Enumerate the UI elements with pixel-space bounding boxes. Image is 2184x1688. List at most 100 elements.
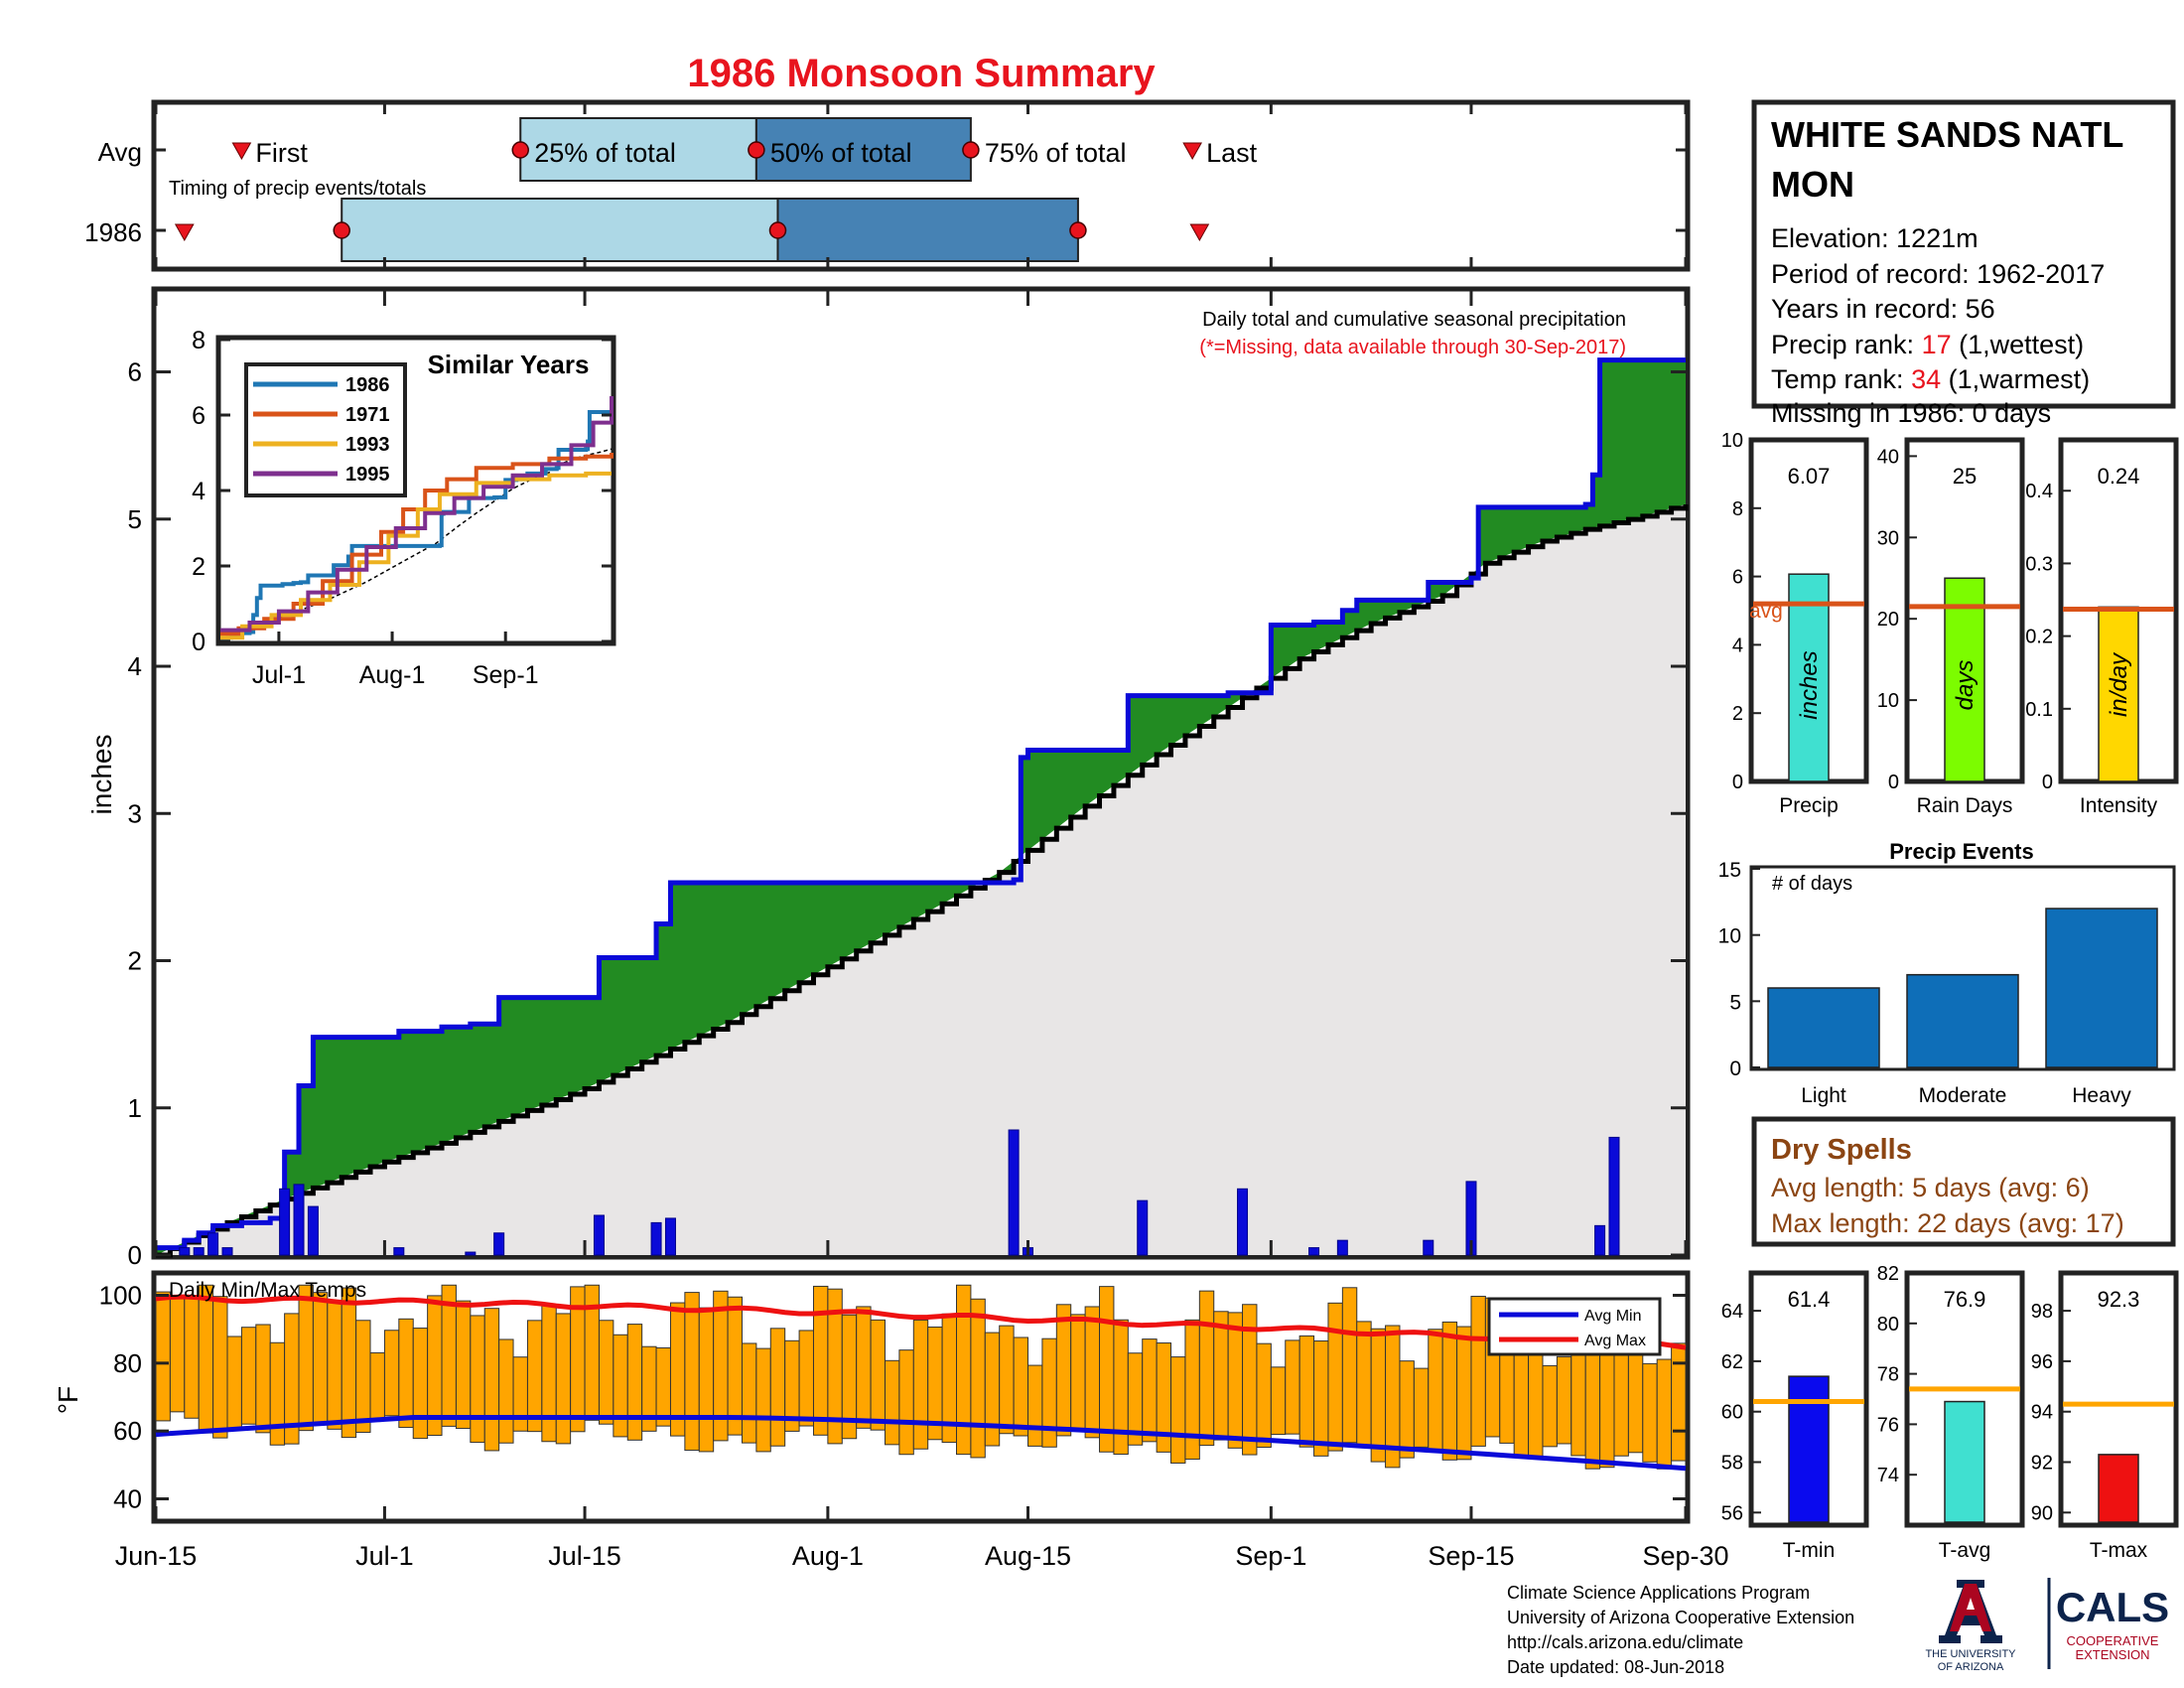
daily-temp-bar <box>1285 1339 1300 1435</box>
summary-bars: 6.07 inches Precip avg 0 2 4 6 8 10 25 days Rain Day… <box>1721 430 2179 817</box>
temp-summary-y-tick-label: 60 <box>1721 1402 1743 1424</box>
p50-label: 50% of total <box>770 138 912 168</box>
daily-precip-bar <box>1594 1224 1606 1256</box>
inset-y-tick-label: 4 <box>192 478 205 505</box>
daily-temp-bar <box>1499 1340 1515 1444</box>
temp-summary-y-tick-label: 82 <box>1877 1263 1899 1285</box>
daily-precip-bar <box>664 1217 676 1256</box>
daily-temp-bar <box>312 1292 329 1424</box>
temp-summary-bar <box>1944 1400 1985 1523</box>
summary-unit: days <box>1952 660 1979 711</box>
figure-title: 1986 Monsoon Summary <box>687 52 1156 95</box>
avg-p25-marker <box>511 141 529 159</box>
daily-temp-bar <box>1313 1339 1329 1457</box>
daily-temp-bar <box>970 1298 986 1459</box>
precip-y-tick-label: 1 <box>128 1093 142 1123</box>
daily-temp-bar <box>483 1308 500 1452</box>
footer-line-1: Climate Science Applications Program <box>1507 1583 1810 1603</box>
dry-spells-title: Dry Spells <box>1771 1134 1912 1166</box>
daily-temp-bar <box>369 1351 385 1420</box>
summary-y-tick-label: 4 <box>1732 634 1743 656</box>
similar-years-legend: 1986 1971 1993 1995 <box>253 374 390 486</box>
daily-temp-bar <box>212 1296 228 1439</box>
temps-caption: Daily Min/Max Temps <box>169 1279 366 1302</box>
date-x-tick-label: Jul-1 <box>355 1541 414 1571</box>
svg-text:CALS: CALS <box>2056 1584 2169 1630</box>
temp-summary-bar <box>1788 1375 1830 1523</box>
daily-temp-bar <box>427 1295 443 1437</box>
svg-text:THE UNIVERSITY: THE UNIVERSITY <box>1925 1648 2016 1660</box>
year-50-box <box>776 198 1079 262</box>
summary-y-tick-label: 40 <box>1877 446 1899 468</box>
summary-label: Rain Days <box>1917 794 2013 817</box>
daily-temp-bar <box>1356 1321 1372 1449</box>
precip-y-tick-label: 4 <box>128 651 142 681</box>
daily-temp-bar <box>884 1359 900 1446</box>
daily-temp-bar <box>1642 1362 1658 1463</box>
daily-temp-bar <box>1528 1339 1544 1458</box>
summary-y-tick-label: 10 <box>1877 690 1899 712</box>
summary-unit: inches <box>1796 650 1823 719</box>
daily-precip-bar <box>1237 1188 1249 1256</box>
daily-temp-bar <box>1099 1286 1115 1453</box>
similar-years-ticks: 0 2 4 6 8 Jul-1 Aug-1 Sep-1 <box>192 327 612 689</box>
dry-spells-avg: Avg length: 5 days (avg: 6) <box>1771 1173 2090 1202</box>
date-x-tick-label: Jul-15 <box>548 1541 621 1571</box>
summary-y-tick-label: 0.3 <box>2025 553 2053 575</box>
timing-caption: Timing of precip events/totals <box>169 178 426 200</box>
daily-temp-bar <box>956 1284 972 1456</box>
date-x-tick-label: Aug-1 <box>792 1541 864 1571</box>
daily-temp-bar <box>1198 1290 1215 1447</box>
temp-summary-y-tick-label: 58 <box>1721 1453 1743 1475</box>
daily-temp-bar <box>1341 1287 1358 1444</box>
temps-y-tick-label: 80 <box>113 1348 142 1378</box>
summary-y-tick-label: 0.1 <box>2025 699 2053 721</box>
date-x-tick-label: Sep-30 <box>1642 1541 1728 1571</box>
legend-avg-min: Avg Min <box>1584 1308 1642 1325</box>
temp-summary-y-tick-label: 80 <box>1877 1314 1899 1336</box>
daily-temp-bar <box>1298 1335 1315 1448</box>
precip-events-panel: Precip Events Light Moderate Heavy 0 5 10 15 #… <box>1718 839 2176 1107</box>
cumulative-1986-line <box>156 357 1686 1251</box>
daily-temp-bar <box>684 1292 700 1452</box>
daily-precip-bar <box>1608 1136 1620 1256</box>
daily-precip-bar <box>207 1232 219 1256</box>
daily-precip-bar <box>493 1232 505 1256</box>
summary-y-tick-label: 0 <box>2042 772 2053 793</box>
avg-min-line <box>155 1415 1687 1472</box>
precip-events-category: Heavy <box>2072 1084 2131 1107</box>
temp-summary-y-tick-label: 94 <box>2031 1402 2053 1424</box>
last-label: Last <box>1206 138 1258 168</box>
inset-y-tick-label: 8 <box>192 327 205 354</box>
daily-temp-bar <box>1213 1311 1229 1441</box>
daily-temp-bar <box>1542 1364 1558 1448</box>
svg-text:COOPERATIVE: COOPERATIVE <box>2067 1633 2159 1648</box>
dry-spells-panel: Dry Spells Avg length: 5 days (avg: 6) M… <box>1751 1116 2176 1247</box>
timing-row-year: 1986 <box>84 217 142 247</box>
temp-summary-bars: 61.4 T-min 56 58 60 62 64 76.9 T-avg 74 76 78 80 82 92… <box>1721 1263 2179 1562</box>
daily-temp-bar <box>856 1306 872 1429</box>
station-info: WHITE SANDS NATL MON Elevation: 1221m Pe… <box>1751 99 2176 428</box>
inset-legend-label: 1971 <box>345 404 390 426</box>
year-last-marker <box>1189 223 1210 242</box>
daily-temp-bar <box>240 1327 257 1425</box>
precip-events-y-tick-label: 15 <box>1718 859 1741 882</box>
daily-temp-bar <box>541 1305 557 1443</box>
year-p75-marker <box>1069 221 1087 239</box>
temp-summary-y-tick-label: 62 <box>1721 1351 1743 1373</box>
inset-legend-label: 1986 <box>345 374 390 396</box>
precip-plot-area <box>156 357 1689 1258</box>
precip-events-plot: Light Moderate Heavy 0 5 10 15 <box>1718 859 2158 1107</box>
timing-markers <box>174 141 1210 242</box>
precip-events-bar <box>1906 973 2019 1068</box>
daily-temp-bar <box>1441 1321 1458 1461</box>
daily-temp-bar <box>255 1324 271 1434</box>
year-first-marker <box>174 223 195 242</box>
year-p25-marker <box>333 221 350 239</box>
temp-summary-y-tick-label: 92 <box>2031 1453 2053 1475</box>
daily-temp-bar <box>1270 1366 1287 1436</box>
temp-summary-value: 76.9 <box>1944 1287 1986 1312</box>
summary-y-tick-label: 6 <box>1732 567 1743 589</box>
average-cumulative-area <box>156 503 1686 1255</box>
station-years: Years in record: 56 <box>1771 294 1995 324</box>
